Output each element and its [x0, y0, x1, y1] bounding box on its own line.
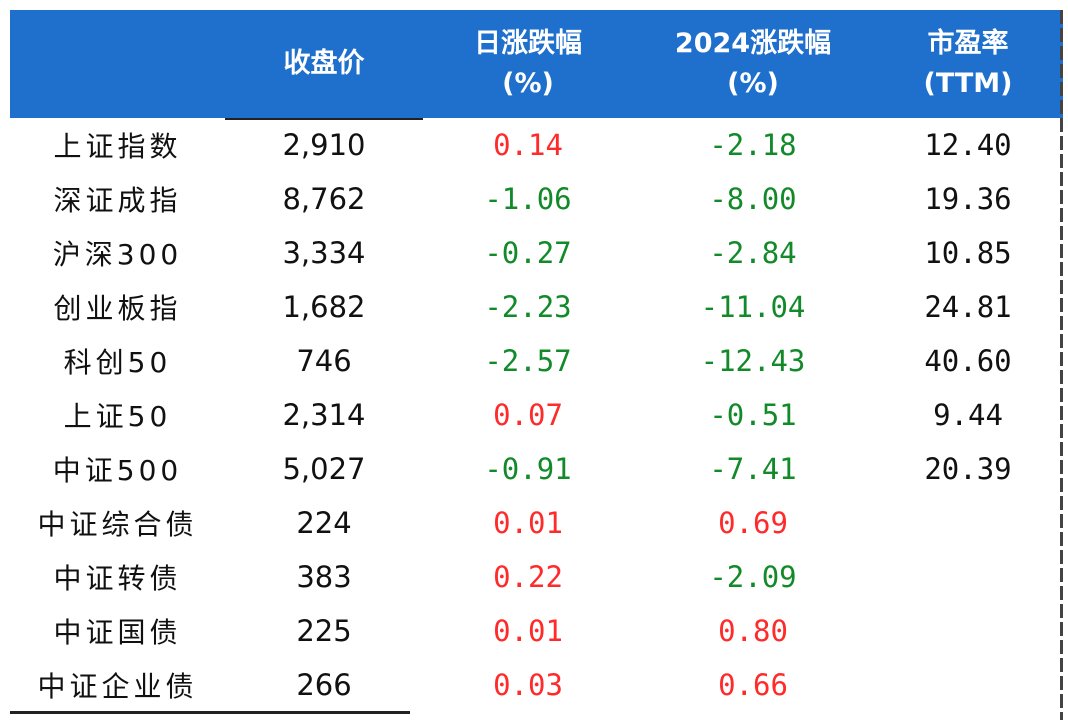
- cell-ytd-change: -2.09: [709, 560, 797, 594]
- cell-name: 中证企业债: [37, 670, 198, 703]
- cell-close: 746: [296, 344, 352, 378]
- header-pe-line2: (TTM): [923, 68, 1013, 99]
- cell-ytd-change: -2.84: [709, 236, 797, 270]
- cell-ytd-change: -8.00: [709, 182, 797, 216]
- cell-pe: 40.60: [924, 344, 1012, 378]
- cell-pe: [873, 658, 1063, 712]
- cell-ytd-change: 0.69: [718, 506, 788, 540]
- cell-day-change: -2.57: [484, 344, 572, 378]
- cell-name: 中证转债: [53, 562, 182, 595]
- cell-day-change: 0.22: [493, 560, 563, 594]
- cell-name: 创业板指: [53, 292, 182, 325]
- table-row: 上证指数 2,910 0.14 -2.18 12.40: [10, 118, 1063, 172]
- cell-ytd-change: -0.51: [709, 398, 797, 432]
- cell-close: 2,314: [282, 398, 366, 432]
- cell-name: 深证成指: [53, 184, 182, 217]
- cell-ytd-change: -12.43: [700, 344, 806, 378]
- table-row: 创业板指 1,682 -2.23 -11.04 24.81: [10, 280, 1063, 334]
- cell-name: 上证指数: [53, 130, 182, 163]
- header-day-change: 日涨跌幅 (%): [423, 10, 633, 118]
- cell-pe: [873, 604, 1063, 658]
- cell-ytd-change: -11.04: [700, 290, 806, 324]
- cell-close: 5,027: [282, 452, 366, 486]
- header-day-change-line1: 日涨跌幅: [474, 28, 582, 59]
- cell-name: 中证500: [52, 454, 183, 487]
- cell-day-change: 0.14: [493, 128, 563, 162]
- cell-day-change: 0.03: [493, 668, 563, 702]
- header-pe: 市盈率 (TTM): [873, 10, 1063, 118]
- header-close: 收盘价: [225, 10, 423, 118]
- cell-name: 科创50: [63, 346, 172, 379]
- cell-pe: [873, 550, 1063, 604]
- table-body: 上证指数 2,910 0.14 -2.18 12.40 深证成指 8,762 -1.06 -8.…: [10, 118, 1063, 712]
- cell-close: 225: [296, 614, 352, 648]
- cell-day-change: 0.01: [493, 506, 563, 540]
- cell-day-change: 0.01: [493, 614, 563, 648]
- table-row: 上证50 2,314 0.07 -0.51 9.44: [10, 388, 1063, 442]
- cell-close: 8,762: [282, 182, 366, 216]
- cell-name: 中证综合债: [37, 508, 198, 541]
- cell-close: 266: [296, 668, 352, 702]
- header-name: [10, 10, 225, 118]
- cell-pe: 24.81: [924, 290, 1012, 324]
- cell-close: 2,910: [282, 128, 366, 162]
- cell-name: 上证50: [63, 400, 172, 433]
- table-row: 中证综合债 224 0.01 0.69: [10, 496, 1063, 550]
- header-ytd-change-line2: (%): [727, 68, 779, 99]
- table-bottom-rule: [10, 711, 410, 714]
- table-row: 沪深300 3,334 -0.27 -2.84 10.85: [10, 226, 1063, 280]
- cell-close: 383: [296, 560, 352, 594]
- cell-ytd-change: 0.66: [718, 668, 788, 702]
- cell-close: 3,334: [282, 236, 366, 270]
- cell-pe: 19.36: [924, 182, 1012, 216]
- cell-ytd-change: -2.18: [709, 128, 797, 162]
- cell-ytd-change: 0.80: [718, 614, 788, 648]
- cell-ytd-change: -7.41: [709, 452, 797, 486]
- cell-close: 1,682: [282, 290, 366, 324]
- cell-pe: 10.85: [924, 236, 1012, 270]
- cell-day-change: -0.27: [484, 236, 572, 270]
- header-pe-line1: 市盈率: [927, 28, 1009, 59]
- table-header: 收盘价 日涨跌幅 (%) 2024涨跌幅 (%) 市盈率 (TTM): [10, 10, 1063, 118]
- cell-day-change: 0.07: [493, 398, 563, 432]
- market-table: 收盘价 日涨跌幅 (%) 2024涨跌幅 (%) 市盈率 (TTM) 上证指数 2…: [10, 10, 1063, 720]
- cell-close: 224: [296, 506, 352, 540]
- cell-day-change: -2.23: [484, 290, 572, 324]
- cell-name: 中证国债: [53, 616, 182, 649]
- cell-pe: 12.40: [924, 128, 1012, 162]
- table-row: 深证成指 8,762 -1.06 -8.00 19.36: [10, 172, 1063, 226]
- cell-day-change: -0.91: [484, 452, 572, 486]
- cell-pe: 9.44: [933, 398, 1003, 432]
- header-ytd-change-line1: 2024涨跌幅: [674, 28, 832, 59]
- header-close-underline: [225, 118, 423, 120]
- cell-name: 沪深300: [52, 238, 183, 271]
- table-row: 科创50 746 -2.57 -12.43 40.60: [10, 334, 1063, 388]
- header-close-label: 收盘价: [283, 48, 365, 79]
- table-row: 中证500 5,027 -0.91 -7.41 20.39: [10, 442, 1063, 496]
- header-day-change-line2: (%): [502, 68, 554, 99]
- cell-pe: 20.39: [924, 452, 1012, 486]
- cell-day-change: -1.06: [484, 182, 572, 216]
- table-row: 中证企业债 266 0.03 0.66: [10, 658, 1063, 712]
- header-ytd-change: 2024涨跌幅 (%): [633, 10, 873, 118]
- table-row: 中证转债 383 0.22 -2.09: [10, 550, 1063, 604]
- cell-pe: [873, 496, 1063, 550]
- table-right-border: [1060, 10, 1063, 720]
- table-row: 中证国债 225 0.01 0.80: [10, 604, 1063, 658]
